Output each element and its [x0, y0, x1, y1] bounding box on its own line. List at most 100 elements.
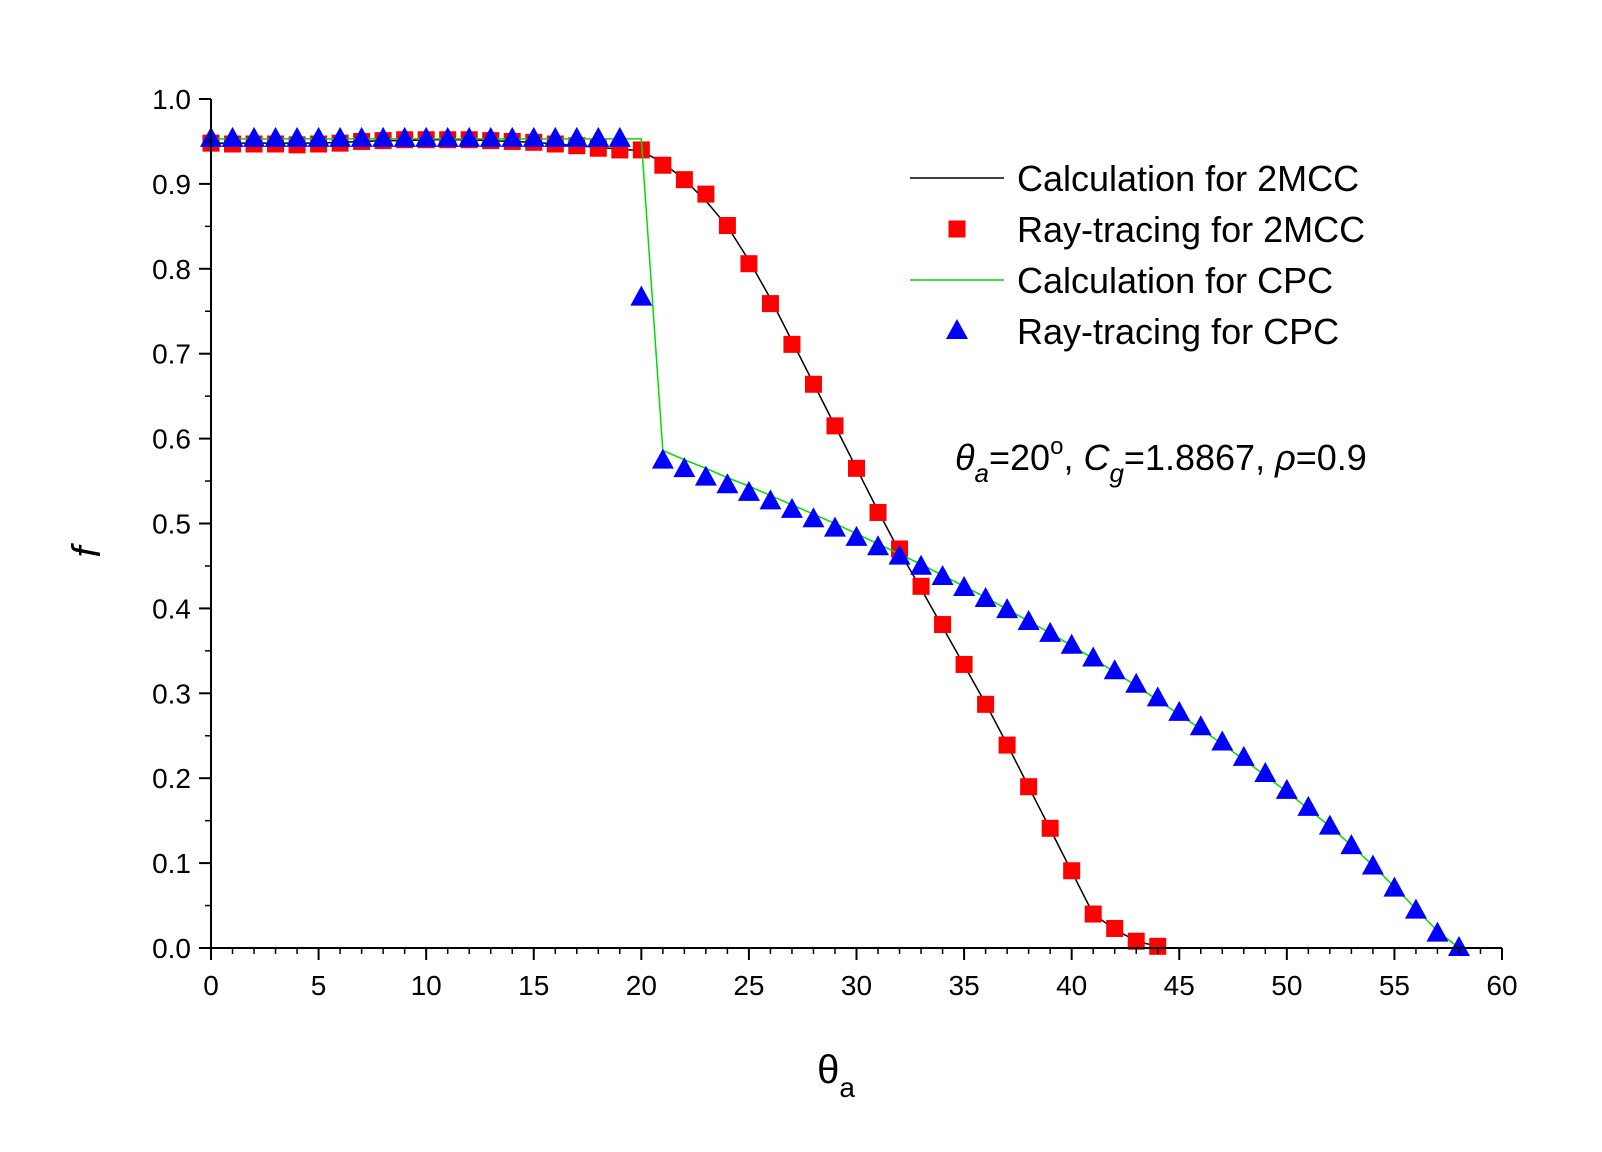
- data-point-ray-tracing-for-2mcc: [697, 185, 715, 203]
- data-point-ray-tracing-for-2mcc: [654, 156, 672, 174]
- data-point-ray-tracing-for-cpc: [1168, 700, 1191, 721]
- data-point-ray-tracing-for-2mcc: [1041, 819, 1059, 837]
- annotation-theta: θ: [955, 437, 975, 478]
- y-tick-label: 0.9: [152, 169, 191, 200]
- data-point-ray-tracing-for-cpc: [350, 126, 373, 147]
- data-point-ray-tracing-for-cpc: [307, 126, 330, 147]
- annotation-rho: ρ: [1274, 437, 1296, 478]
- data-point-ray-tracing-for-cpc: [1211, 730, 1234, 751]
- data-point-ray-tracing-for-cpc: [1017, 609, 1040, 630]
- x-axis-title-sub: a: [839, 1072, 855, 1103]
- data-point-ray-tracing-for-2mcc: [783, 335, 801, 353]
- x-axis-title-main: θ: [817, 1048, 839, 1092]
- data-point-ray-tracing-for-2mcc: [1106, 919, 1124, 937]
- data-point-ray-tracing-for-cpc: [415, 126, 438, 147]
- data-point-ray-tracing-for-cpc: [1254, 761, 1277, 782]
- data-point-ray-tracing-for-cpc: [1318, 814, 1341, 835]
- legend-swatch-ray-tracing-for-2mcc: [948, 220, 966, 238]
- x-tick-label: 40: [1056, 970, 1087, 1001]
- y-tick-label: 0.7: [152, 339, 191, 370]
- data-point-ray-tracing-for-2mcc: [1020, 778, 1038, 796]
- axes: 0 5 10 15 20 25 30 35 40 45 50 55 60 0.0 0.1 0.2 0.3 0.4 0…: [152, 84, 1518, 1001]
- annotation: θa=20o, Cg=1.8867, ρ=0.9: [955, 433, 1367, 488]
- data-point-ray-tracing-for-2mcc: [761, 295, 779, 313]
- x-tick-label: 60: [1486, 970, 1517, 1001]
- data-point-ray-tracing-for-cpc: [1189, 715, 1212, 736]
- data-point-ray-tracing-for-cpc: [1426, 921, 1449, 942]
- x-tick-label: 10: [411, 970, 442, 1001]
- legend-swatch-ray-tracing-for-cpc: [946, 319, 968, 339]
- y-axis-title: f: [65, 543, 109, 558]
- data-point-ray-tracing-for-cpc: [1275, 778, 1298, 799]
- data-point-ray-tracing-for-cpc: [802, 507, 825, 528]
- y-tick-label: 0.4: [152, 593, 191, 624]
- legend-label-calculation-for-cpc: Calculation for CPC: [1017, 260, 1333, 301]
- data-point-ray-tracing-for-2mcc: [718, 217, 736, 235]
- y-tick-label: 1.0: [152, 84, 191, 115]
- x-axis-title: θa: [817, 1048, 855, 1103]
- data-point-ray-tracing-for-cpc: [608, 126, 631, 147]
- data-point-ray-tracing-for-cpc: [286, 126, 309, 147]
- data-point-ray-tracing-for-cpc: [329, 126, 352, 147]
- x-tick-label: 55: [1379, 970, 1410, 1001]
- data-point-ray-tracing-for-2mcc: [826, 417, 844, 435]
- data-point-ray-tracing-for-cpc: [974, 587, 997, 608]
- x-tick-label: 35: [949, 970, 980, 1001]
- data-point-ray-tracing-for-2mcc: [998, 736, 1016, 754]
- data-point-ray-tracing-for-2mcc: [1063, 862, 1081, 880]
- data-point-ray-tracing-for-cpc: [458, 126, 481, 147]
- data-point-ray-tracing-for-cpc: [867, 535, 890, 556]
- data-point-ray-tracing-for-cpc: [501, 126, 524, 147]
- data-point-ray-tracing-for-2mcc: [1149, 937, 1167, 955]
- y-tick-label: 0.6: [152, 424, 191, 455]
- data-point-ray-tracing-for-cpc: [931, 564, 954, 585]
- data-point-ray-tracing-for-cpc: [1232, 745, 1255, 766]
- data-point-ray-tracing-for-cpc: [544, 126, 567, 147]
- data-point-ray-tracing-for-cpc: [1340, 834, 1363, 855]
- y-tick-label: 0.3: [152, 678, 191, 709]
- x-tick-label: 0: [203, 970, 219, 1001]
- data-point-ray-tracing-for-cpc: [1297, 795, 1320, 816]
- annotation-eq3: =0.9: [1296, 437, 1367, 478]
- legend-label-ray-tracing-for-cpc: Ray-tracing for CPC: [1017, 311, 1339, 352]
- annotation-degree: o: [1050, 433, 1063, 460]
- x-tick-label: 20: [626, 970, 657, 1001]
- data-point-ray-tracing-for-cpc: [1146, 686, 1169, 707]
- data-point-ray-tracing-for-cpc: [651, 448, 674, 469]
- legend: Calculation for 2MCC Ray-tracing for 2MCC…: [910, 158, 1365, 352]
- data-point-ray-tracing-for-cpc: [243, 126, 266, 147]
- data-point-ray-tracing-for-cpc: [888, 544, 911, 565]
- data-point-ray-tracing-for-cpc: [1082, 646, 1105, 667]
- x-tick-label: 15: [518, 970, 549, 1001]
- data-point-ray-tracing-for-cpc: [372, 126, 395, 147]
- y-tick-label: 0.1: [152, 848, 191, 879]
- data-point-ray-tracing-for-cpc: [737, 480, 760, 501]
- annotation-c-sub: g: [1109, 458, 1124, 488]
- data-point-ray-tracing-for-cpc: [694, 465, 717, 486]
- data-point-ray-tracing-for-cpc: [1060, 633, 1083, 654]
- data-point-ray-tracing-for-2mcc: [740, 255, 758, 273]
- data-point-ray-tracing-for-cpc: [630, 285, 653, 306]
- data-point-ray-tracing-for-cpc: [1361, 854, 1384, 875]
- data-point-ray-tracing-for-2mcc: [977, 695, 995, 713]
- data-point-ray-tracing-for-2mcc: [1084, 905, 1102, 923]
- data-point-ray-tracing-for-cpc: [759, 489, 782, 510]
- x-tick-label: 45: [1164, 970, 1195, 1001]
- data-point-ray-tracing-for-2mcc: [1127, 932, 1145, 950]
- data-point-ray-tracing-for-cpc: [1404, 898, 1427, 919]
- data-point-ray-tracing-for-cpc: [221, 126, 244, 147]
- data-point-ray-tracing-for-2mcc: [804, 375, 822, 393]
- data-point-ray-tracing-for-cpc: [780, 497, 803, 518]
- data-point-ray-tracing-for-cpc: [393, 126, 416, 147]
- y-tick-label: 0.0: [152, 933, 191, 964]
- data-point-ray-tracing-for-2mcc: [912, 577, 930, 595]
- data-point-ray-tracing-for-cpc: [436, 126, 459, 147]
- data-point-ray-tracing-for-cpc: [1447, 936, 1470, 956]
- data-point-ray-tracing-for-cpc: [1103, 659, 1126, 680]
- annotation-sep2: ,: [1255, 437, 1275, 478]
- data-point-ray-tracing-for-cpc: [565, 126, 588, 147]
- annotation-sep1: ,: [1063, 437, 1083, 478]
- x-tick-label: 25: [733, 970, 764, 1001]
- y-tick-label: 0.2: [152, 763, 191, 794]
